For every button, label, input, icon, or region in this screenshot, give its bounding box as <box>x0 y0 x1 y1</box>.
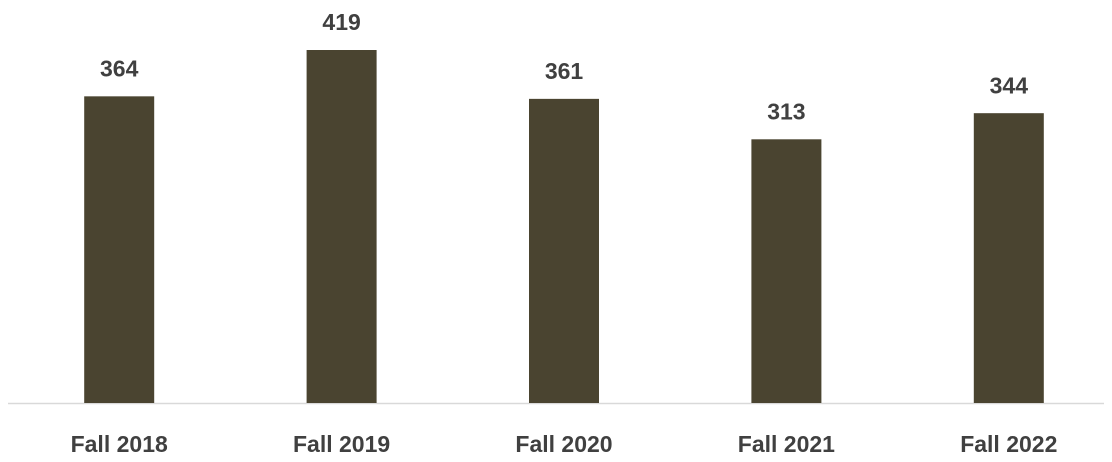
bar <box>84 96 155 403</box>
data-label: 313 <box>767 98 805 124</box>
x-tick-label: Fall 2022 <box>960 431 1057 457</box>
bar <box>751 139 822 403</box>
x-tick-label: Fall 2021 <box>738 431 835 457</box>
x-tick-label: Fall 2018 <box>71 431 168 457</box>
data-label: 361 <box>545 58 584 84</box>
bar <box>306 50 377 403</box>
bar <box>973 113 1044 403</box>
bar <box>529 98 599 404</box>
data-label: 419 <box>322 9 360 35</box>
x-tick-label: Fall 2019 <box>293 431 390 457</box>
data-label: 364 <box>100 55 139 81</box>
x-tick-label: Fall 2020 <box>515 431 612 457</box>
data-label: 344 <box>990 72 1029 98</box>
